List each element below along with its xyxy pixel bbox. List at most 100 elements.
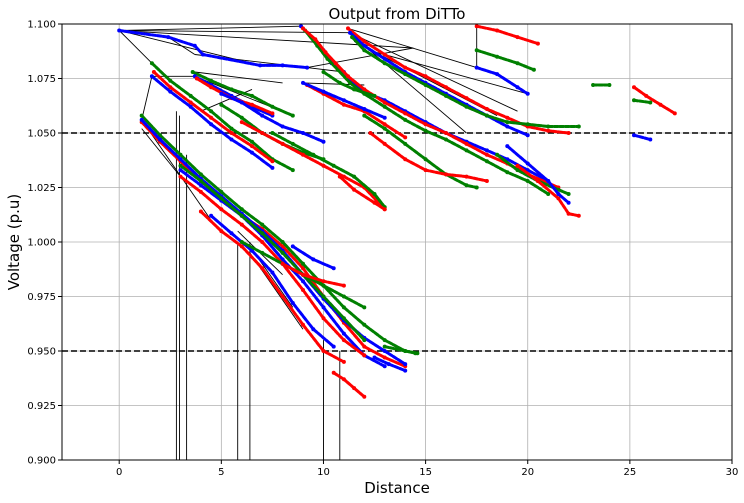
phase_c-point <box>192 43 197 48</box>
phase_b-point <box>352 174 357 179</box>
phase_a-segment <box>281 262 346 288</box>
phase_c-point <box>301 80 305 85</box>
phase_a-point <box>346 26 350 31</box>
x-tick-label: 10 <box>317 467 330 478</box>
phase_b-segment <box>179 164 366 342</box>
phase_a-point <box>382 100 387 105</box>
phase_b-segment <box>150 61 295 172</box>
phase_a-point <box>239 222 244 227</box>
phase_c-point <box>474 65 479 70</box>
phase_b-point <box>149 61 154 66</box>
phase_a-segment <box>475 24 540 46</box>
phase_c-point <box>198 183 203 188</box>
phase_c-point <box>403 368 408 373</box>
phase_a-point <box>566 211 571 216</box>
phase_c-point <box>270 165 275 170</box>
y-tick-label: 1.100 <box>27 20 56 31</box>
phase_a-point <box>321 279 326 284</box>
phase_a-point <box>260 131 265 135</box>
phase_b-point <box>280 240 285 244</box>
phase_a-point <box>423 168 428 173</box>
phase_c-point <box>382 349 387 353</box>
phase_c-point <box>321 139 326 144</box>
phase_c-point <box>386 362 391 367</box>
phase_a-point <box>423 122 428 127</box>
phase_b-point <box>403 117 408 122</box>
phase_a-point <box>280 141 285 146</box>
phase_c-point <box>229 231 234 236</box>
phase_c-point <box>200 52 205 57</box>
phase_a-point <box>301 272 305 277</box>
phase_c-point <box>270 270 275 275</box>
phase_b-point <box>382 344 387 349</box>
y-tick-label: 1.050 <box>27 129 56 140</box>
phase_b-point <box>168 78 173 83</box>
phase_a-point <box>423 74 428 79</box>
x-axis-title: Distance <box>364 479 430 497</box>
phase_a-point <box>444 172 448 177</box>
phase_b-point <box>648 100 653 105</box>
connector-line <box>347 27 477 69</box>
y-tick-label: 0.900 <box>27 456 56 467</box>
phase_a-point <box>260 266 265 271</box>
phase_b-point <box>311 152 316 157</box>
phase_a-point <box>556 196 561 201</box>
phase_a-point <box>250 102 254 107</box>
phase_a-point <box>151 70 156 74</box>
phase_b-point <box>158 133 162 138</box>
phase_c-point <box>331 344 336 349</box>
phase_a-point <box>280 244 285 249</box>
phase_a-point <box>333 61 338 66</box>
phase_b-point <box>382 338 387 343</box>
phase_b-point <box>341 316 346 321</box>
phase_b-point <box>362 305 367 310</box>
phase_a-point <box>321 316 326 321</box>
phase_a-point <box>178 174 183 179</box>
phase_a-point <box>341 283 346 288</box>
phase_c-point <box>525 133 530 138</box>
phase_c-point <box>149 74 154 79</box>
connector-line <box>118 30 153 64</box>
phase_a-point <box>382 355 387 360</box>
phase_b-point <box>219 189 224 194</box>
phase_b-point <box>464 148 469 153</box>
phase_a-point <box>321 163 326 168</box>
phase_c-point <box>484 148 489 153</box>
y-axis-title: Voltage (p.u) <box>5 194 23 291</box>
phase_b-point <box>301 261 305 266</box>
phase_a-segment <box>338 175 387 211</box>
connector-line <box>349 32 518 112</box>
phase_a-point <box>535 41 540 46</box>
phase_a-point <box>382 141 387 146</box>
phase_a-segment <box>140 120 407 368</box>
phase_b-point <box>270 104 275 109</box>
phase_b-point <box>525 179 530 183</box>
phase_c-segment <box>348 31 530 137</box>
phase_b-point <box>239 213 244 218</box>
phase_a-point <box>535 179 540 183</box>
phase_b-point <box>632 98 636 103</box>
phase_c-segment <box>475 66 530 96</box>
phase_c-point <box>505 124 510 129</box>
phase_a-point <box>403 65 408 70</box>
phase_a-point <box>382 52 387 57</box>
phase_a-point <box>219 229 224 234</box>
phase_c-point <box>495 72 500 77</box>
phase_a-point <box>341 102 346 107</box>
phase_b-point <box>209 109 214 114</box>
phase_a-point <box>321 349 326 353</box>
phase_c-point <box>178 168 183 173</box>
phase_a-point <box>301 152 305 157</box>
phase_c-point <box>362 43 367 48</box>
phase_b-point <box>423 157 428 162</box>
phase_c-point <box>168 89 173 94</box>
phase_b-point <box>546 124 551 129</box>
phase_a-point <box>362 87 367 92</box>
phase_a-point <box>301 26 305 31</box>
phase_b-point <box>484 159 489 164</box>
phase_b-segment <box>350 35 581 128</box>
phase_b-point <box>209 78 214 83</box>
phase_a-point <box>484 179 489 183</box>
phase_b-point <box>250 93 254 98</box>
